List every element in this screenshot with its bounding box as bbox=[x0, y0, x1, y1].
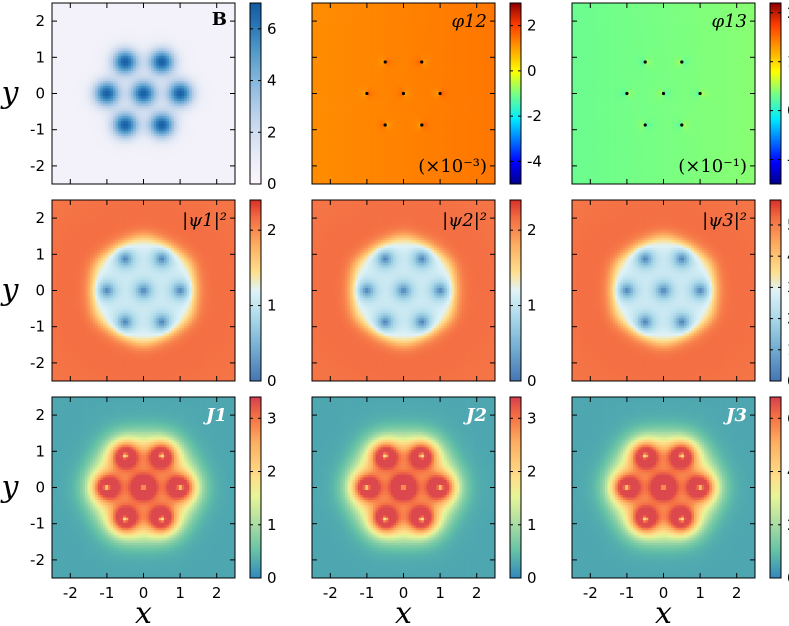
y-tick-label: -2 bbox=[30, 551, 45, 569]
vortex-core-marker bbox=[680, 60, 683, 63]
x-tick-label: 2 bbox=[732, 584, 742, 602]
vortex-core-marker bbox=[420, 123, 423, 126]
colorbar bbox=[250, 397, 261, 578]
colorbar bbox=[510, 397, 521, 578]
x-axis-label: x bbox=[135, 596, 152, 626]
panel-label: J2 bbox=[463, 405, 487, 426]
y-axis-label: y bbox=[0, 76, 20, 111]
x-tick-label: 1 bbox=[175, 584, 185, 602]
colorbar-tick-label: 2 bbox=[527, 17, 537, 35]
colorbar-tick-label: 0 bbox=[527, 62, 537, 80]
x-tick-label: 1 bbox=[435, 584, 445, 602]
colorbar bbox=[250, 200, 261, 381]
colorbar bbox=[510, 200, 521, 381]
panel-label: φ13 bbox=[711, 11, 747, 32]
colorbar-tick-label: 6 bbox=[267, 20, 277, 38]
y-tick-label: -2 bbox=[30, 354, 45, 372]
y-tick-label: -1 bbox=[30, 121, 45, 139]
vortex-core-marker bbox=[680, 123, 683, 126]
colorbar-tick-label: 0 bbox=[267, 372, 277, 390]
colorbar-tick-label: 2 bbox=[267, 221, 277, 239]
heatmap-cells bbox=[52, 3, 235, 184]
vortex-core-marker bbox=[420, 60, 423, 63]
colorbar-tick-label: 0 bbox=[267, 569, 277, 587]
y-tick-label: -1 bbox=[30, 515, 45, 533]
colorbar-tick-label: 3 bbox=[527, 409, 537, 427]
colorbar-tick-label: 4 bbox=[267, 72, 277, 90]
colorbar bbox=[510, 3, 521, 184]
colorbar-tick-label: -2 bbox=[527, 107, 542, 125]
y-tick-label: 1 bbox=[35, 245, 45, 263]
colorbar bbox=[250, 3, 261, 184]
panel-label: J1 bbox=[203, 405, 227, 426]
y-tick-label: 0 bbox=[35, 479, 45, 497]
vortex-core-marker bbox=[439, 92, 442, 95]
x-axis-label: x bbox=[395, 596, 412, 626]
panel-label: J3 bbox=[723, 405, 747, 426]
x-tick-label: -2 bbox=[63, 584, 78, 602]
vortex-core-marker bbox=[384, 60, 387, 63]
colorbar-tick-label: 1 bbox=[527, 297, 537, 315]
x-tick-label: -1 bbox=[359, 584, 374, 602]
colorbar-tick-label: -4 bbox=[527, 152, 542, 170]
colorbar bbox=[770, 200, 781, 381]
x-tick-label: 2 bbox=[472, 584, 482, 602]
y-tick-label: 1 bbox=[35, 442, 45, 460]
panel-label: φ12 bbox=[451, 11, 487, 32]
panel-label: |ψ2|² bbox=[442, 210, 487, 231]
panel-label: |ψ3|² bbox=[702, 210, 747, 231]
vortex-core-marker bbox=[625, 92, 628, 95]
colorbar-tick-label: 1 bbox=[267, 516, 277, 534]
vortex-core-marker bbox=[644, 60, 647, 63]
vortex-core-marker bbox=[384, 123, 387, 126]
vortex-core-marker bbox=[402, 92, 405, 95]
colorbar-tick-label: 0 bbox=[267, 175, 277, 193]
colorbar-tick-label: 3 bbox=[267, 409, 277, 427]
y-tick-label: -1 bbox=[30, 318, 45, 336]
y-tick-label: 2 bbox=[35, 406, 45, 424]
y-tick-label: 0 bbox=[35, 282, 45, 300]
x-tick-label: -2 bbox=[323, 584, 338, 602]
colorbar bbox=[770, 3, 781, 184]
y-axis-label: y bbox=[0, 273, 20, 308]
vortex-core-marker bbox=[365, 92, 368, 95]
panel-label: B bbox=[212, 9, 227, 30]
colorbar-tick-label: 1 bbox=[527, 516, 537, 534]
y-tick-label: 2 bbox=[35, 209, 45, 227]
x-tick-label: -1 bbox=[99, 584, 114, 602]
colorbar bbox=[770, 397, 781, 578]
colorbar-tick-label: 2 bbox=[527, 221, 537, 239]
colorbar-tick-label: 2 bbox=[527, 463, 537, 481]
y-tick-label: 1 bbox=[35, 48, 45, 66]
vortex-core-marker bbox=[644, 123, 647, 126]
colorbar-tick-label: 0 bbox=[527, 569, 537, 587]
colorbar-tick-label: 2 bbox=[267, 123, 277, 141]
colorbar-tick-label: 1 bbox=[267, 297, 277, 315]
y-tick-label: -2 bbox=[30, 157, 45, 175]
x-tick-label: -1 bbox=[619, 584, 634, 602]
colorbar-tick-label: 0 bbox=[527, 372, 537, 390]
y-tick-label: 2 bbox=[35, 12, 45, 30]
vortex-core-marker bbox=[699, 92, 702, 95]
x-tick-label: -2 bbox=[583, 584, 598, 602]
x-axis-label: x bbox=[655, 596, 672, 626]
y-tick-label: 0 bbox=[35, 85, 45, 103]
vortex-core-marker bbox=[662, 92, 665, 95]
colorbar-tick-label: 2 bbox=[267, 463, 277, 481]
x-tick-label: 1 bbox=[695, 584, 705, 602]
x-tick-label: 2 bbox=[212, 584, 222, 602]
panel-multiplier: (×10⁻³) bbox=[418, 156, 487, 177]
panel-multiplier: (×10⁻¹) bbox=[678, 156, 747, 177]
panel-label: |ψ1|² bbox=[182, 210, 227, 231]
y-axis-label: y bbox=[0, 470, 20, 505]
